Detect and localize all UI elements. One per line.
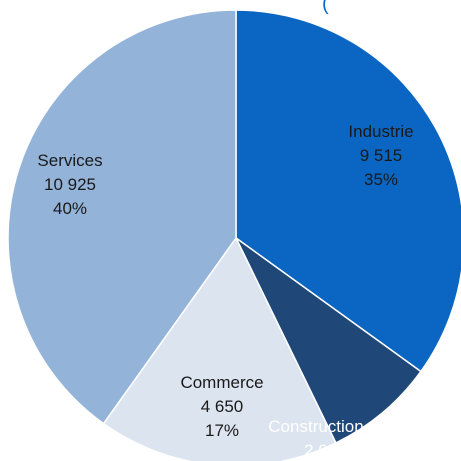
slice-industrie-label: Industrie bbox=[348, 122, 413, 141]
pie-slice-commerce bbox=[102, 236, 337, 461]
pie-slice-services bbox=[7, 9, 237, 425]
chart-title-fragment: ( bbox=[322, 0, 329, 15]
slice-services-percent: 40% bbox=[53, 199, 87, 218]
slice-industrie-percent: 35% bbox=[364, 170, 398, 189]
slice-construction-label: Construction bbox=[268, 417, 363, 436]
pie-labels: Industrie 9 515 35% Construction 2 0 Commerce… bbox=[37, 122, 413, 460]
slice-commerce-value: 4 650 bbox=[201, 397, 244, 416]
slice-services-label: Services bbox=[37, 151, 102, 170]
pie-slice-industrie bbox=[235, 9, 461, 373]
slice-commerce-percent: 17% bbox=[205, 421, 239, 440]
slice-commerce-label: Commerce bbox=[180, 373, 263, 392]
pie-slices bbox=[7, 9, 461, 461]
slice-construction-value: 2 0 bbox=[304, 441, 328, 460]
pie-slice-construction bbox=[235, 237, 422, 444]
slice-services-value: 10 925 bbox=[44, 175, 96, 194]
slice-industrie-value: 9 515 bbox=[360, 146, 403, 165]
